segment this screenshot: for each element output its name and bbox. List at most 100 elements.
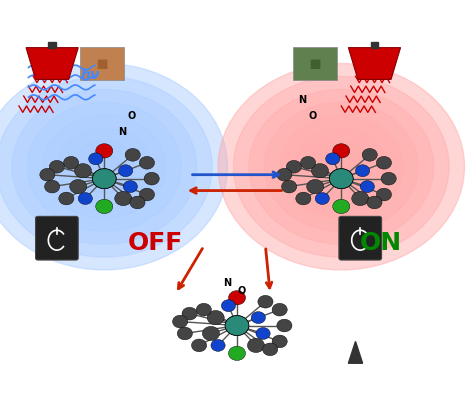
Circle shape [329, 169, 353, 189]
Circle shape [211, 339, 225, 351]
Text: N: N [118, 127, 127, 137]
Text: hν: hν [81, 68, 100, 83]
Circle shape [96, 144, 113, 158]
Polygon shape [348, 341, 363, 363]
Circle shape [247, 338, 264, 353]
Circle shape [177, 327, 192, 340]
Circle shape [286, 160, 301, 173]
Circle shape [92, 169, 116, 189]
Circle shape [218, 64, 465, 270]
Circle shape [130, 196, 145, 209]
Circle shape [376, 156, 392, 169]
Text: ON: ON [360, 231, 402, 255]
Text: hν: hν [374, 64, 394, 79]
Circle shape [282, 180, 297, 193]
Circle shape [118, 165, 133, 177]
Text: ▪: ▪ [309, 54, 322, 73]
Circle shape [73, 141, 135, 193]
Circle shape [59, 192, 74, 205]
Circle shape [123, 181, 137, 193]
Circle shape [49, 160, 64, 173]
Circle shape [326, 153, 340, 165]
Circle shape [376, 188, 392, 201]
Circle shape [58, 128, 151, 206]
Circle shape [89, 153, 103, 165]
Circle shape [301, 156, 316, 169]
Circle shape [264, 102, 418, 231]
Circle shape [96, 199, 113, 214]
Circle shape [0, 76, 212, 257]
FancyBboxPatch shape [293, 47, 337, 80]
Circle shape [362, 148, 377, 161]
Text: N: N [223, 278, 231, 288]
FancyBboxPatch shape [36, 216, 78, 260]
Circle shape [125, 148, 140, 161]
Circle shape [277, 319, 292, 332]
Text: ▪: ▪ [95, 54, 109, 73]
Polygon shape [26, 48, 78, 79]
Circle shape [307, 179, 324, 194]
Circle shape [27, 102, 181, 231]
Circle shape [326, 154, 356, 179]
Circle shape [207, 310, 224, 325]
Polygon shape [348, 48, 401, 79]
Circle shape [12, 89, 197, 244]
Circle shape [256, 328, 270, 339]
Circle shape [228, 346, 246, 360]
Circle shape [144, 172, 159, 185]
Circle shape [277, 168, 292, 181]
Circle shape [251, 312, 265, 324]
Circle shape [40, 168, 55, 181]
Text: N: N [299, 95, 307, 105]
Circle shape [272, 303, 287, 316]
Circle shape [310, 141, 372, 193]
Circle shape [43, 115, 166, 218]
Circle shape [225, 316, 249, 335]
Circle shape [221, 300, 236, 312]
Bar [371, 42, 378, 48]
Circle shape [225, 316, 249, 335]
Circle shape [202, 326, 219, 341]
Circle shape [280, 115, 403, 218]
Circle shape [272, 335, 287, 348]
FancyBboxPatch shape [80, 47, 124, 80]
Circle shape [228, 291, 246, 305]
Circle shape [70, 179, 87, 194]
Circle shape [78, 193, 92, 204]
FancyBboxPatch shape [339, 216, 382, 260]
Circle shape [295, 128, 387, 206]
Circle shape [173, 315, 188, 328]
Circle shape [329, 169, 353, 189]
Circle shape [74, 164, 91, 178]
Circle shape [233, 76, 449, 257]
Circle shape [0, 64, 228, 270]
Text: O: O [237, 286, 245, 296]
Circle shape [296, 192, 311, 205]
Circle shape [139, 156, 155, 169]
Circle shape [249, 89, 434, 244]
Circle shape [92, 169, 116, 189]
Text: O: O [128, 111, 136, 121]
Circle shape [360, 181, 374, 193]
Text: O: O [308, 111, 316, 121]
Circle shape [191, 339, 207, 352]
Circle shape [139, 188, 155, 201]
Circle shape [89, 154, 119, 179]
Circle shape [64, 156, 79, 169]
Circle shape [311, 164, 328, 178]
Circle shape [182, 307, 197, 320]
Circle shape [258, 295, 273, 308]
Circle shape [263, 343, 278, 356]
Circle shape [333, 144, 350, 158]
Text: OFF: OFF [128, 231, 183, 255]
Bar [48, 42, 56, 48]
Circle shape [356, 165, 370, 177]
Circle shape [352, 191, 369, 206]
Circle shape [115, 191, 132, 206]
Circle shape [45, 180, 60, 193]
Circle shape [367, 196, 382, 209]
Circle shape [315, 193, 329, 204]
Circle shape [381, 172, 396, 185]
Circle shape [333, 199, 350, 214]
Circle shape [196, 303, 211, 316]
